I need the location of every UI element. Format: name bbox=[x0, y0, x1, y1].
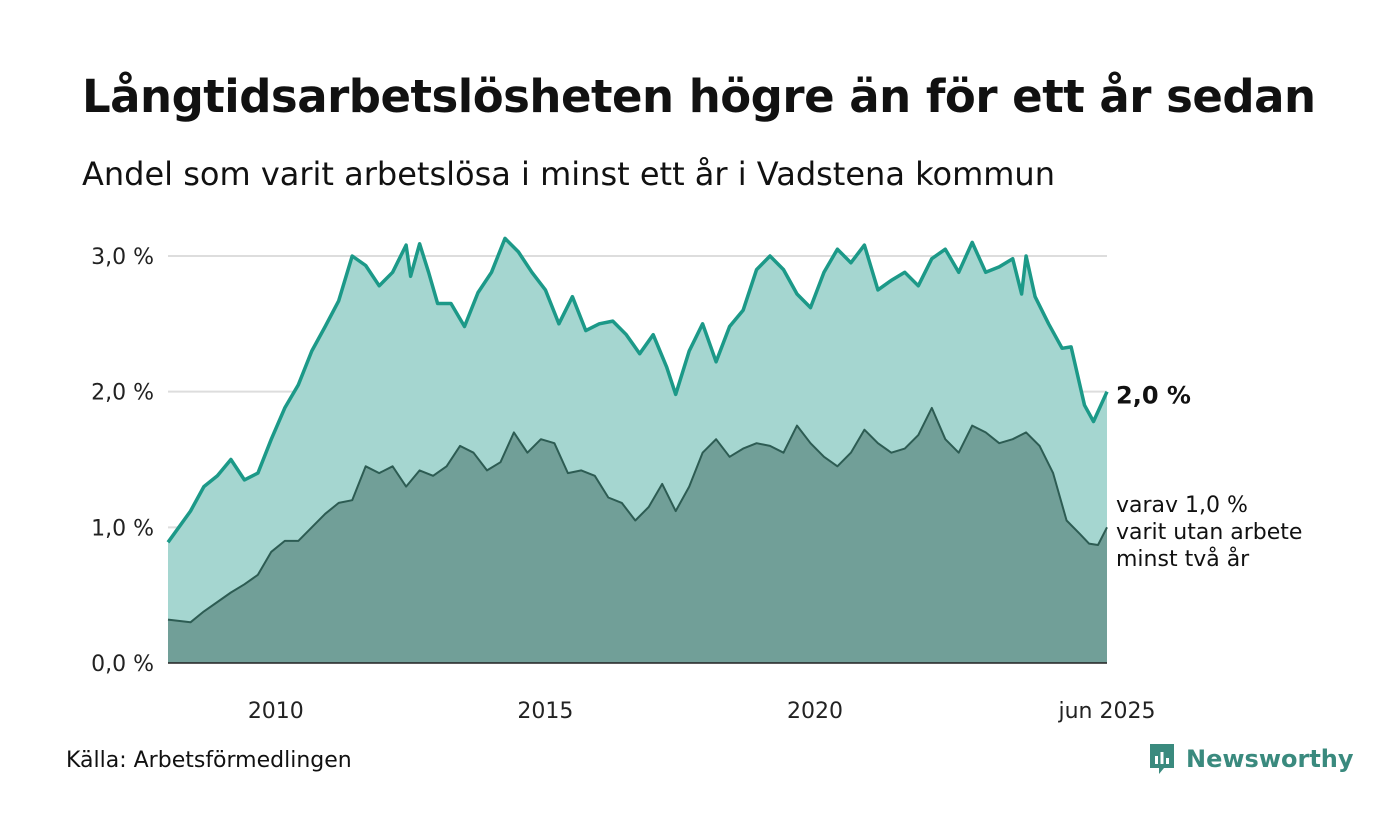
newsworthy-logo: Newsworthy bbox=[1148, 742, 1354, 776]
chart-subtitle: Andel som varit arbetslösa i minst ett å… bbox=[82, 155, 1055, 193]
annotation-total-last: 2,0 % bbox=[1116, 382, 1191, 410]
chart-title: Långtidsarbetslösheten högre än för ett … bbox=[82, 70, 1316, 123]
x-tick-label: 2015 bbox=[517, 699, 573, 724]
annotation-long-last-line: minst två år bbox=[1116, 546, 1250, 572]
y-tick-label: 1,0 % bbox=[91, 516, 154, 541]
annotation-long-last-line: varav 1,0 % bbox=[1116, 493, 1248, 518]
x-tick-label: 2020 bbox=[787, 699, 843, 724]
source-text: Källa: Arbetsförmedlingen bbox=[66, 748, 352, 773]
x-tick-label: 2010 bbox=[248, 699, 304, 724]
y-tick-label: 3,0 % bbox=[91, 245, 154, 270]
area-long bbox=[168, 407, 1107, 663]
newsworthy-logo-text: Newsworthy bbox=[1186, 745, 1354, 773]
y-tick-label: 2,0 % bbox=[91, 381, 154, 406]
newsworthy-logo-icon bbox=[1150, 744, 1174, 774]
line-total bbox=[166, 236, 1109, 544]
x-tick-label: jun 2025 bbox=[1058, 699, 1156, 724]
y-tick-label: 0,0 % bbox=[91, 652, 154, 677]
line-long bbox=[167, 406, 1108, 624]
annotation-long-last-line: varit utan arbete bbox=[1116, 520, 1302, 545]
